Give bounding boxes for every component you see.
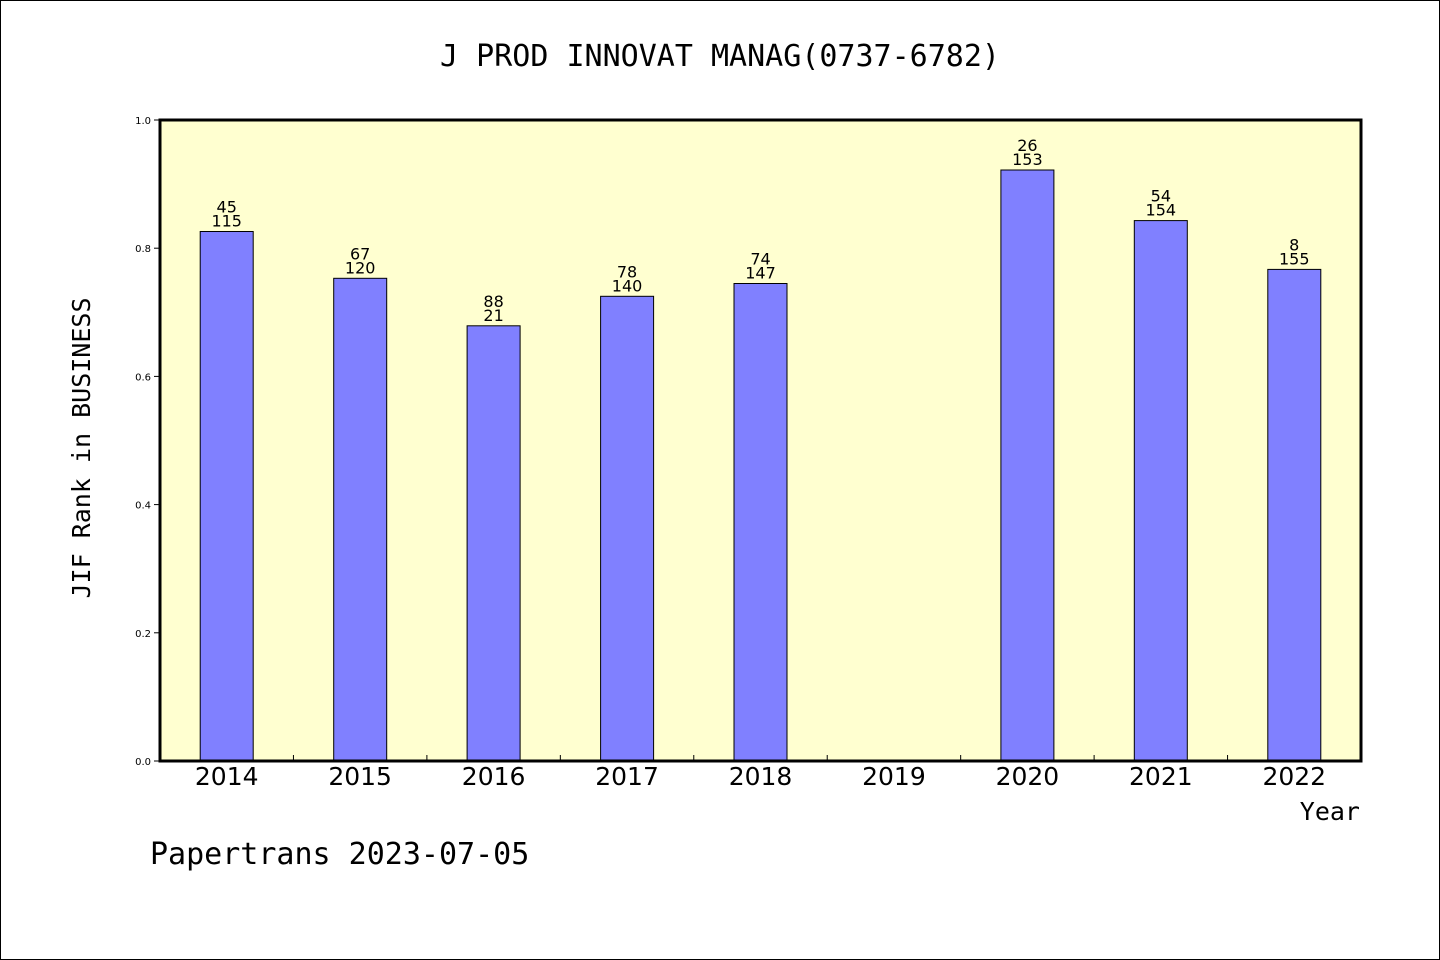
bar-label-bottom-2015: 120 [345,258,376,277]
bar-label-bottom-2021: 154 [1146,201,1177,220]
y-tick-label-0.8: 0.8 [135,244,151,255]
y-tick-label-0.0: 0.0 [135,757,151,768]
chart-title: J PROD INNOVAT MANAG(0737-6782) [440,39,1000,74]
bar-2015 [333,277,388,762]
plot-border [158,118,1363,763]
bar-2018 [733,283,788,762]
bar-label-top-2015: 67 [350,244,370,263]
bar-label-bottom-2018: 147 [745,264,776,283]
y-tick-label-0.6: 0.6 [135,372,151,383]
x-axis-label: Year [1300,797,1360,826]
bar-2020 [1000,169,1055,762]
y-tick-label-0.2: 0.2 [135,629,151,640]
x-tick-label-2021: 2021 [1129,762,1193,791]
x-tick-label-2020: 2020 [996,762,1060,791]
bar-label-top-2014: 45 [217,198,237,217]
y-tick-label-0.4: 0.4 [135,501,151,512]
bar-label-bottom-2022: 155 [1279,249,1310,268]
x-tick-label-2015: 2015 [328,762,392,791]
bar-label-top-2021: 54 [1151,187,1171,206]
bar-2016 [466,325,521,762]
bar-label-top-2018: 74 [750,250,770,269]
x-tick-label-2016: 2016 [462,762,526,791]
bar-2017 [600,295,655,762]
bar-2014 [199,231,254,762]
bar-label-bottom-2016: 21 [483,306,503,325]
x-tick-label-2019: 2019 [862,762,926,791]
y-axis-label: JIF Rank in BUSINESS [67,297,96,598]
bar-label-bottom-2020: 153 [1012,150,1043,169]
x-tick-label-2022: 2022 [1262,762,1326,791]
bar-label-top-2020: 26 [1017,136,1037,155]
bar-label-bottom-2017: 140 [612,276,643,295]
bar-2022 [1267,268,1322,762]
x-tick-label-2018: 2018 [729,762,793,791]
bar-label-bottom-2014: 115 [211,212,242,231]
x-axis: 2014 2015 2016 2017 2018 2019 2020 2021 2022 [195,755,1326,791]
bar-2021 [1133,220,1188,762]
footer-credit: Papertrans 2023-07-05 [150,837,529,872]
bar-label-top-2022: 8 [1289,235,1299,254]
x-tick-label-2014: 2014 [195,762,259,791]
bar-label-top-2017: 78 [617,262,637,281]
bars-group [199,169,1322,762]
bar-label-top-2016: 88 [483,292,503,311]
x-tick-label-2017: 2017 [595,762,659,791]
y-tick-label-1.0: 1.0 [135,116,151,127]
y-axis: 0.0 0.2 0.4 0.6 0.8 1.0 [135,116,160,768]
